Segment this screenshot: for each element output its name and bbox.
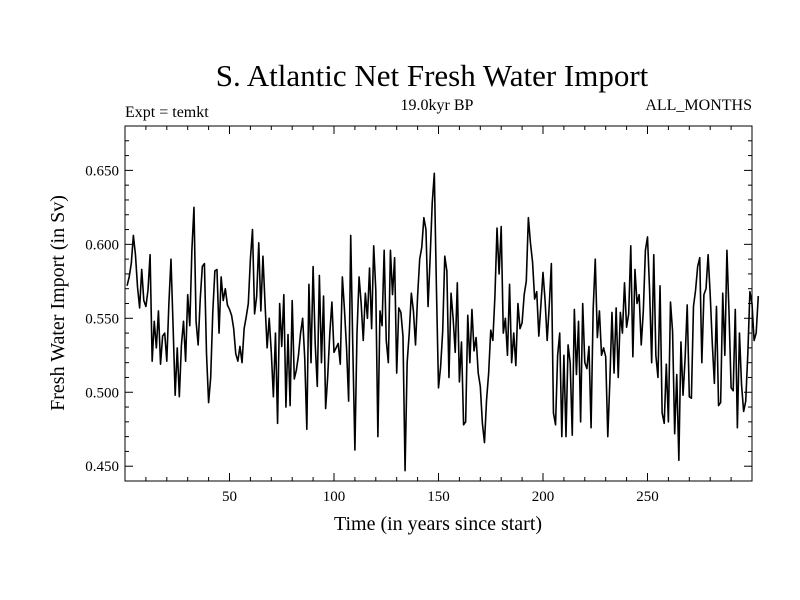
x-tick-label: 50 xyxy=(222,489,237,505)
x-axis-ticks: 50 100 150 200 250 xyxy=(145,126,732,505)
y-axis-ticks: 0.450 0.500 0.550 0.600 0.650 xyxy=(85,140,752,475)
chart-subtitle: 19.0kyr BP xyxy=(401,97,474,114)
months-label: ALL_MONTHS xyxy=(645,97,752,114)
plot-frame xyxy=(124,125,753,482)
x-tick-label: 100 xyxy=(323,489,346,505)
y-tick-label: 0.600 xyxy=(85,237,119,253)
series-layer xyxy=(126,172,760,472)
y-tick-label: 0.550 xyxy=(85,311,119,327)
y-tick-label: 0.650 xyxy=(85,163,119,179)
chart-title: S. Atlantic Net Fresh Water Import xyxy=(216,58,649,93)
experiment-label: Expt = temkt xyxy=(125,104,209,121)
x-tick-label: 200 xyxy=(532,489,555,505)
x-axis-label: Time (in years since start) xyxy=(334,513,542,535)
y-axis-label: Fresh Water Import (in Sv) xyxy=(47,195,69,411)
x-tick-label: 150 xyxy=(427,489,450,505)
x-tick-label: 250 xyxy=(636,489,659,505)
y-tick-label: 0.450 xyxy=(85,459,119,475)
series-line xyxy=(126,172,760,472)
y-tick-label: 0.500 xyxy=(85,385,119,401)
